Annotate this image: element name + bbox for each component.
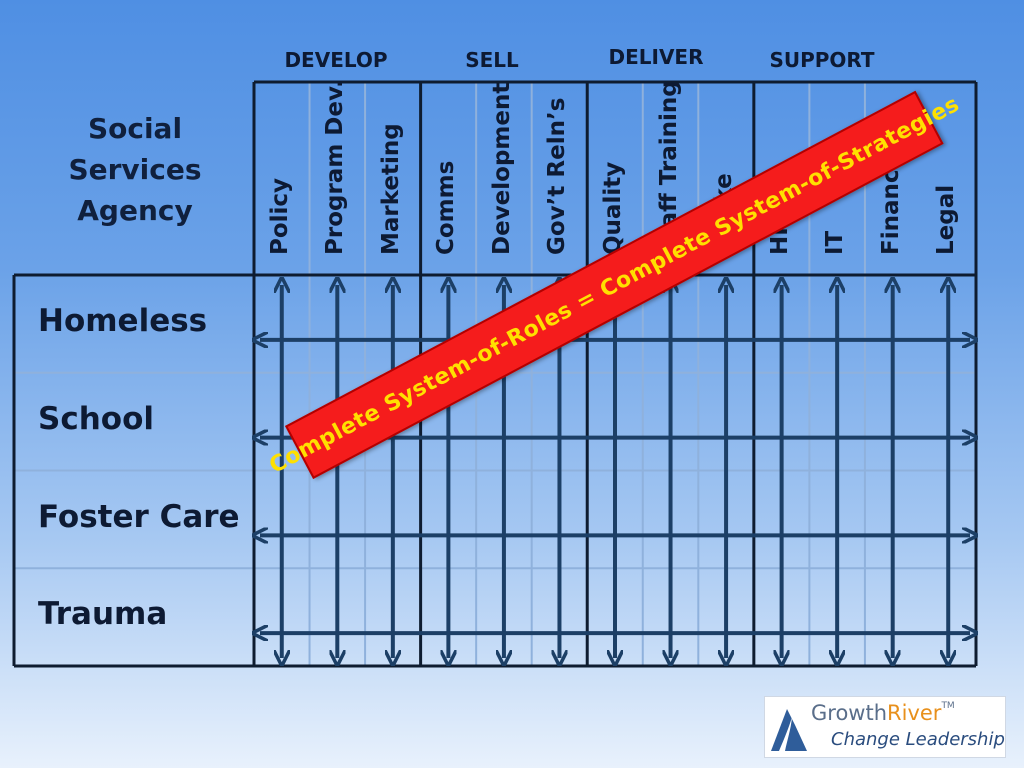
row-label: Foster Care — [38, 498, 240, 535]
column-label: Development — [488, 82, 515, 255]
column-label: Program Dev. — [322, 79, 349, 255]
column-label: Policy — [266, 177, 293, 255]
agency-title: Social Services Agency — [40, 108, 230, 231]
group-sell: SELL — [465, 48, 519, 72]
row-label: Homeless — [38, 303, 208, 339]
column-label: Comms — [433, 160, 460, 255]
group-develop: DEVELOP — [284, 48, 388, 72]
column-label: Legal — [933, 184, 960, 255]
group-support: SUPPORT — [769, 48, 875, 72]
growthriver-logo: GrowthRiverTM Change Leadership — [764, 696, 1006, 758]
mountain-logo-icon — [771, 709, 807, 751]
column-label: Marketing — [377, 123, 404, 255]
agency-line-2: Services — [68, 153, 202, 186]
logo-brand-part1: Growth — [811, 701, 888, 725]
group-deliver: DELIVER — [608, 45, 704, 69]
column-label: IT — [822, 230, 849, 255]
row-label: Trauma — [38, 596, 168, 633]
logo-trademark: TM — [941, 701, 955, 711]
column-label: Quality — [600, 161, 626, 255]
logo-brand: GrowthRiverTM — [811, 701, 955, 725]
row-label: School — [38, 400, 154, 437]
logo-brand-part2: River — [887, 701, 942, 725]
column-label: Gov’t Reln’s — [544, 97, 571, 255]
logo-tagline: Change Leadership — [831, 729, 1005, 750]
agency-line-3: Agency — [77, 194, 193, 227]
agency-line-1: Social — [87, 112, 183, 145]
